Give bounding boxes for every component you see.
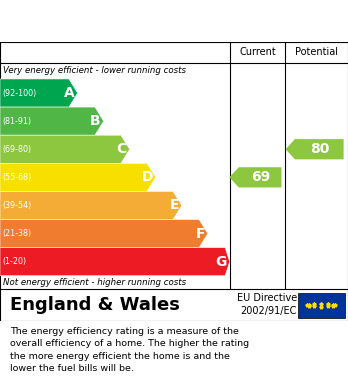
Text: (55-68): (55-68) [3,173,32,182]
Text: 69: 69 [251,170,270,184]
Polygon shape [0,219,208,248]
Text: C: C [117,142,127,156]
Text: The energy efficiency rating is a measure of the
overall efficiency of a home. T: The energy efficiency rating is a measur… [10,327,250,373]
Polygon shape [0,248,230,276]
Text: A: A [64,86,75,100]
Text: EU Directive
2002/91/EC: EU Directive 2002/91/EC [237,293,297,316]
Text: E: E [169,199,179,212]
Text: (81-91): (81-91) [3,117,32,126]
Text: (21-38): (21-38) [3,229,32,238]
Text: (92-100): (92-100) [3,88,37,97]
Text: (1-20): (1-20) [3,257,27,266]
Polygon shape [0,107,104,135]
Text: 80: 80 [310,142,329,156]
Text: (39-54): (39-54) [3,201,32,210]
Text: D: D [141,170,153,184]
Text: F: F [196,226,205,240]
Polygon shape [0,192,182,219]
Polygon shape [0,163,156,192]
Polygon shape [286,139,343,160]
Text: Not energy efficient - higher running costs: Not energy efficient - higher running co… [3,278,187,287]
Text: Very energy efficient - lower running costs: Very energy efficient - lower running co… [3,66,187,75]
Text: G: G [215,255,227,269]
Text: Energy Efficiency Rating: Energy Efficiency Rating [60,12,288,30]
Text: (69-80): (69-80) [3,145,32,154]
Polygon shape [0,79,78,107]
Polygon shape [0,135,130,163]
Text: B: B [90,114,101,128]
Text: England & Wales: England & Wales [10,296,180,314]
Polygon shape [229,167,282,187]
Text: Potential: Potential [295,47,338,57]
Text: Current: Current [239,47,276,57]
FancyBboxPatch shape [298,293,345,317]
